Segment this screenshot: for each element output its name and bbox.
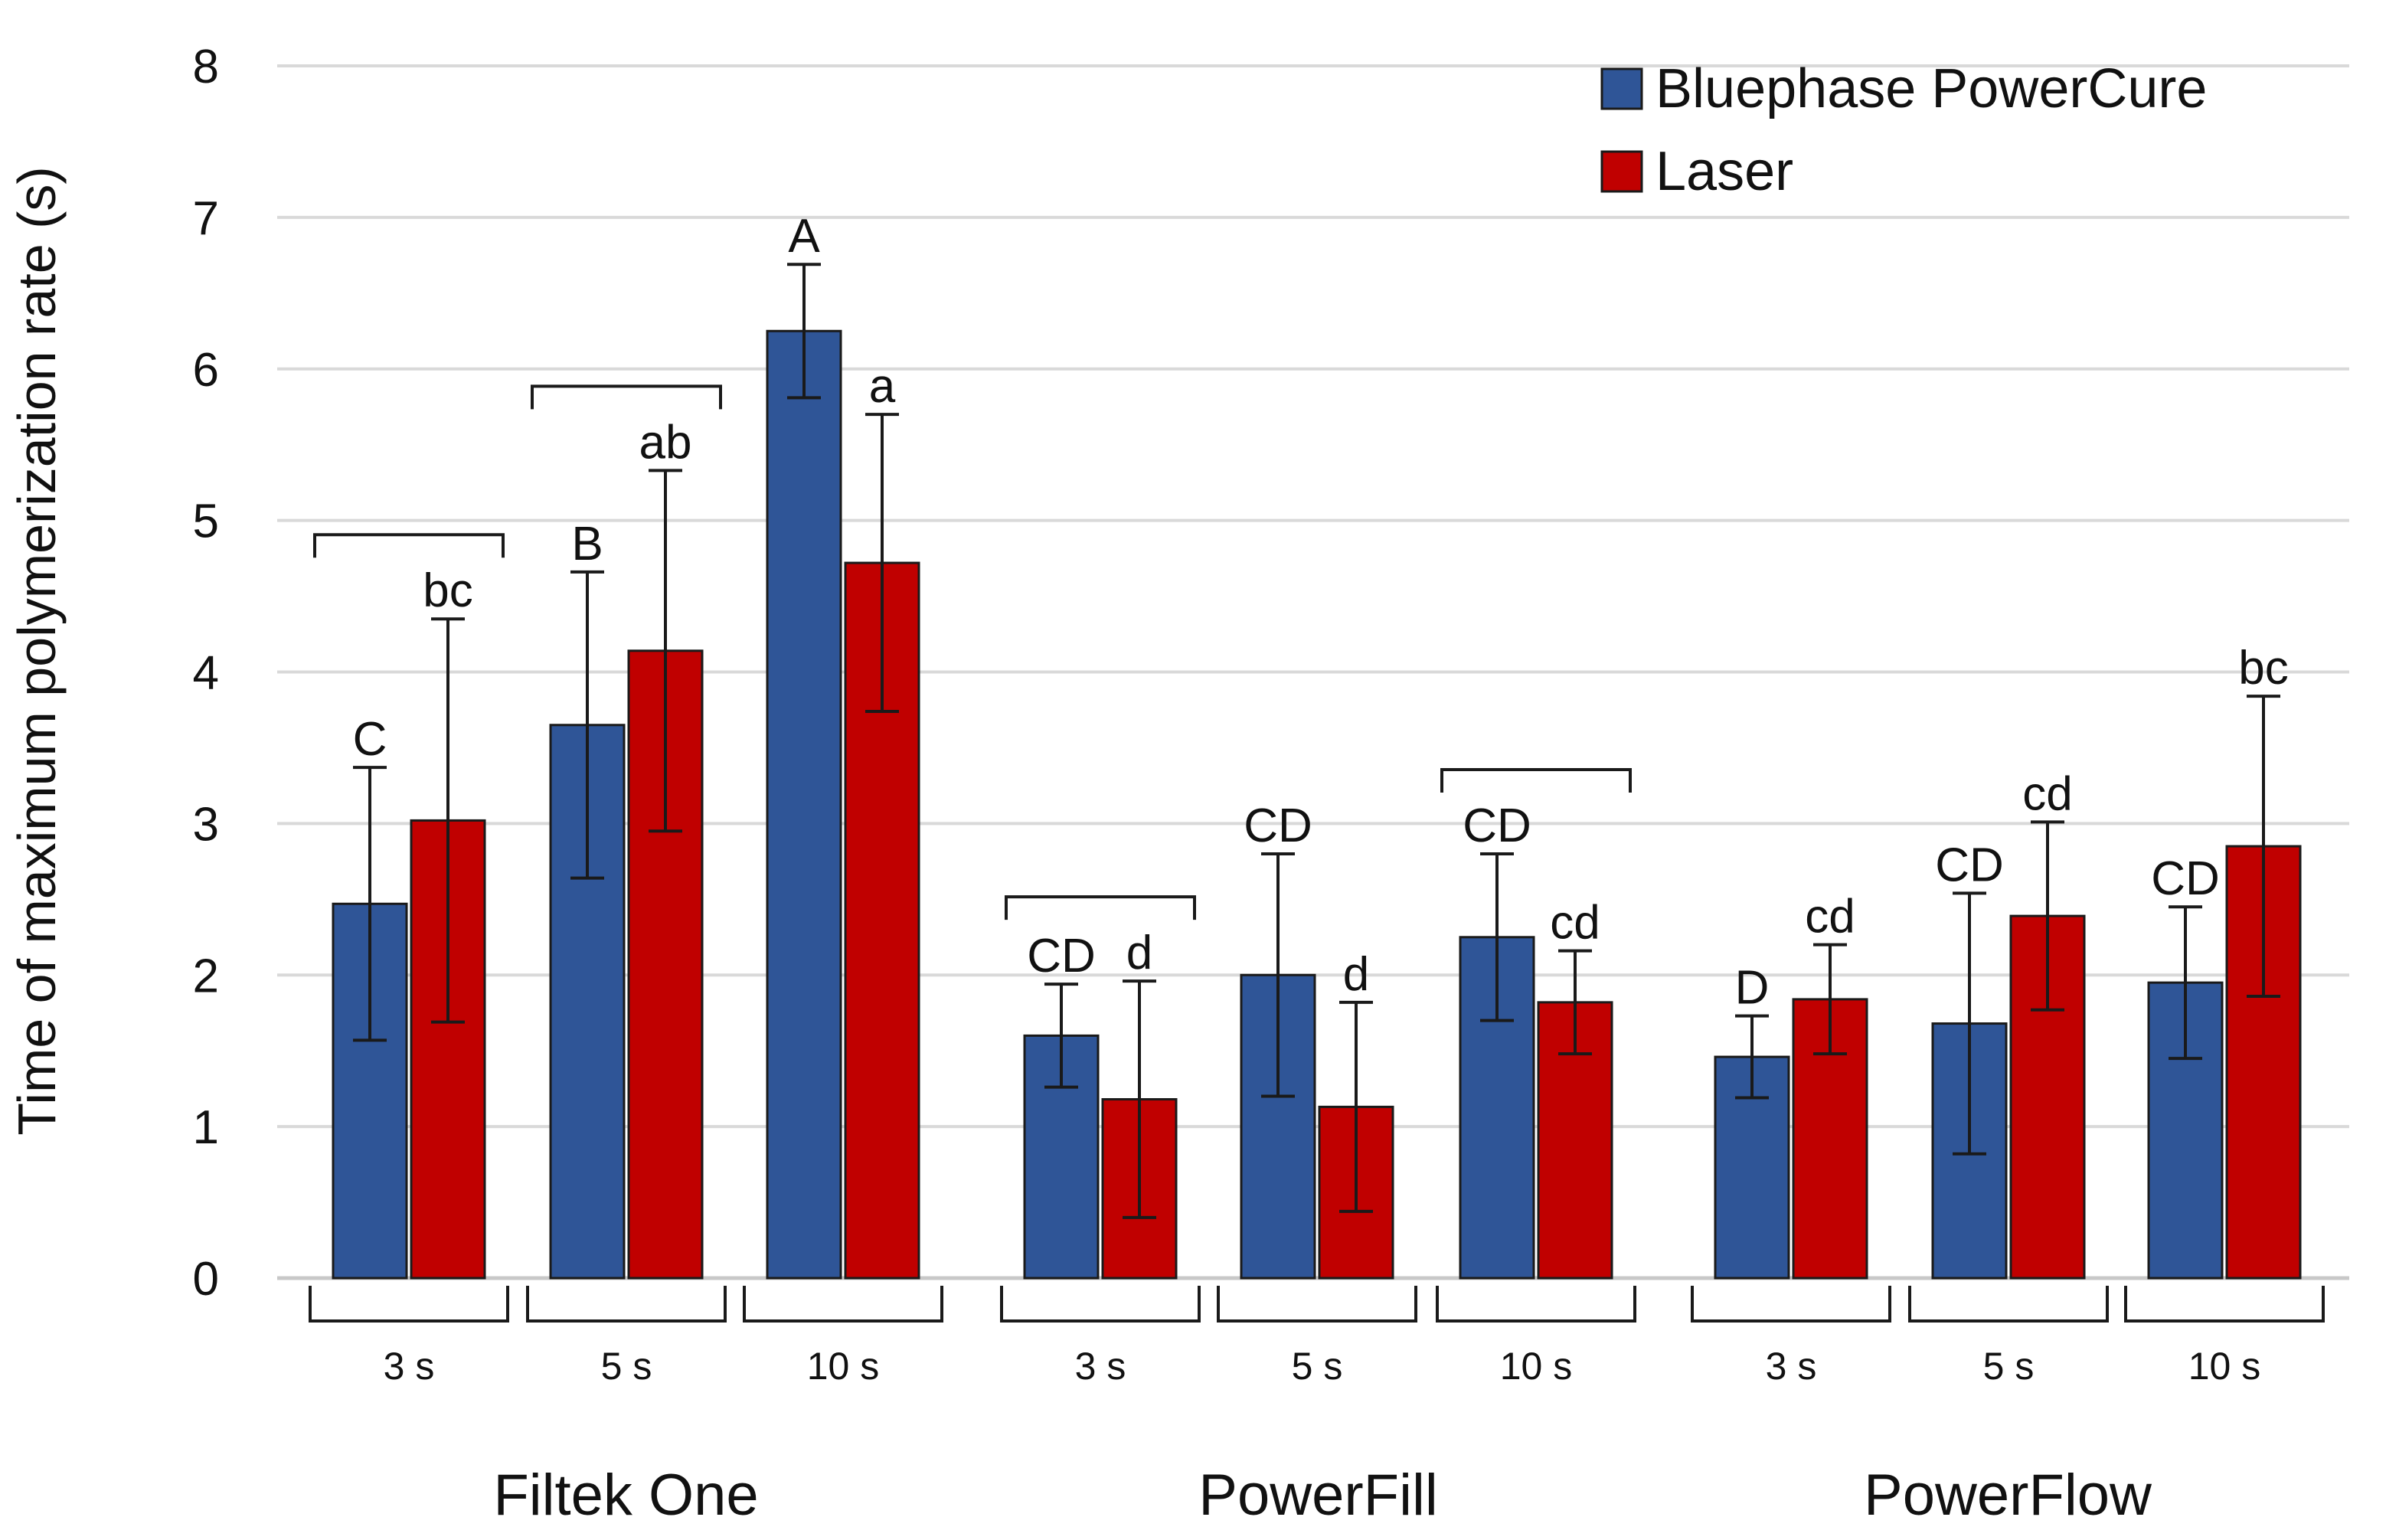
sig-label-bluephase-8: CD <box>1935 839 2004 891</box>
duration-label-9: 10 s <box>2188 1345 2261 1388</box>
duration-label-5: 5 s <box>1292 1345 1343 1388</box>
sig-label-bluephase-6: CD <box>1463 799 1531 852</box>
legend-swatch-laser <box>1600 150 1643 193</box>
sig-label-bluephase-7: D <box>1735 962 1770 1015</box>
x-axis: 3 s 5 s 10 s 3 s 5 s 10 s 3 s 5 s 10 s Filtek One… <box>309 1286 2325 1528</box>
x-bracket-1 <box>309 1286 509 1323</box>
legend-swatch-bluephase <box>1600 67 1643 110</box>
sig-label-laser-4: d <box>1126 927 1152 979</box>
group-bracket-6 <box>1440 767 1632 793</box>
y-axis-ticks: 0 1 2 3 4 5 6 7 8 <box>193 41 219 1306</box>
material-label-2: PowerFill <box>1198 1463 1438 1528</box>
x-bracket-2 <box>526 1286 727 1323</box>
y-tick-label-6: 6 <box>193 344 219 397</box>
material-label-3: PowerFlow <box>1864 1463 2152 1528</box>
error-bar-bluephase-2 <box>570 570 604 880</box>
y-tick-label-1: 1 <box>193 1101 219 1154</box>
y-axis-label: Time of maximum polymerization rate (s) <box>7 166 67 1135</box>
error-bar-bluephase-5 <box>1261 852 1295 1098</box>
error-bar-bluephase-6 <box>1480 852 1514 1022</box>
sig-label-bluephase-1: C <box>353 713 387 766</box>
x-bracket-3 <box>743 1286 943 1323</box>
duration-label-3: 10 s <box>807 1345 880 1388</box>
duration-label-2: 5 s <box>601 1345 652 1388</box>
duration-label-7: 3 s <box>1766 1345 1817 1388</box>
error-bar-laser-8 <box>2031 820 2064 1012</box>
error-bar-bluephase-9 <box>2169 905 2202 1061</box>
sig-label-laser-6: cd <box>1550 897 1600 950</box>
error-bar-bluephase-7 <box>1735 1014 1769 1100</box>
group-brackets <box>313 384 1632 920</box>
error-bar-laser-3 <box>865 413 899 713</box>
x-bracket-8 <box>1908 1286 2109 1323</box>
y-tick-label-8: 8 <box>193 41 219 93</box>
sig-label-laser-1: bc <box>423 564 472 617</box>
legend: Bluephase PowerCure Laser <box>1600 58 2207 202</box>
error-bar-laser-1 <box>431 617 465 1024</box>
x-bracket-6 <box>1436 1286 1636 1323</box>
sig-label-laser-7: cd <box>1805 891 1855 943</box>
error-bar-laser-9 <box>2247 695 2280 998</box>
sig-label-laser-3: a <box>869 360 896 413</box>
bar-bluephase-3 <box>766 329 842 1280</box>
error-bar-laser-2 <box>649 469 682 833</box>
sig-label-laser-2: ab <box>639 416 692 469</box>
group-bracket-4 <box>1005 895 1196 920</box>
sig-label-bluephase-2: B <box>571 518 603 571</box>
y-tick-label-4: 4 <box>193 647 219 700</box>
x-bracket-4 <box>1000 1286 1201 1323</box>
error-bar-bluephase-8 <box>1953 891 1986 1156</box>
error-bar-bluephase-4 <box>1044 983 1078 1089</box>
y-tick-label-5: 5 <box>193 495 219 548</box>
x-bracket-5 <box>1217 1286 1417 1323</box>
x-bracket-9 <box>2124 1286 2325 1323</box>
sig-label-bluephase-5: CD <box>1244 799 1312 852</box>
duration-label-6: 10 s <box>1500 1345 1573 1388</box>
sig-label-laser-5: d <box>1343 948 1369 1001</box>
error-bar-bluephase-1 <box>353 766 387 1042</box>
error-bar-laser-7 <box>1813 943 1847 1056</box>
error-bars <box>353 263 2280 1219</box>
sig-label-bluephase-9: CD <box>2151 852 2220 905</box>
error-bar-laser-4 <box>1123 979 1156 1219</box>
significance-labels: Cbc Bab Aa CD d CD d CD cd Dcd CD cd CD bc <box>353 210 2289 1014</box>
group-bracket-1 <box>313 533 505 558</box>
duration-label-1: 3 s <box>384 1345 435 1388</box>
bar-bluephase-7 <box>1714 1055 1790 1280</box>
error-bar-laser-6 <box>1558 949 1592 1056</box>
sig-label-bluephase-4: CD <box>1027 930 1096 983</box>
legend-label-bluephase: Bluephase PowerCure <box>1655 58 2207 119</box>
bars <box>332 329 2302 1280</box>
sig-label-laser-8: cd <box>2022 767 2072 820</box>
legend-label-laser: Laser <box>1655 141 1793 202</box>
sig-label-bluephase-3: A <box>788 210 820 263</box>
group-bracket-2 <box>531 384 722 410</box>
y-tick-label-7: 7 <box>193 192 219 245</box>
y-tick-label-0: 0 <box>193 1253 219 1306</box>
duration-label-8: 5 s <box>1983 1345 2035 1388</box>
y-tick-label-3: 3 <box>193 798 219 851</box>
duration-label-4: 3 s <box>1075 1345 1126 1388</box>
error-bar-bluephase-3 <box>787 263 821 400</box>
y-tick-label-2: 2 <box>193 950 219 1002</box>
x-bracket-7 <box>1691 1286 1891 1323</box>
material-label-1: Filtek One <box>493 1463 758 1528</box>
sig-label-laser-9: bc <box>2238 642 2288 695</box>
error-bar-laser-5 <box>1339 1000 1373 1213</box>
